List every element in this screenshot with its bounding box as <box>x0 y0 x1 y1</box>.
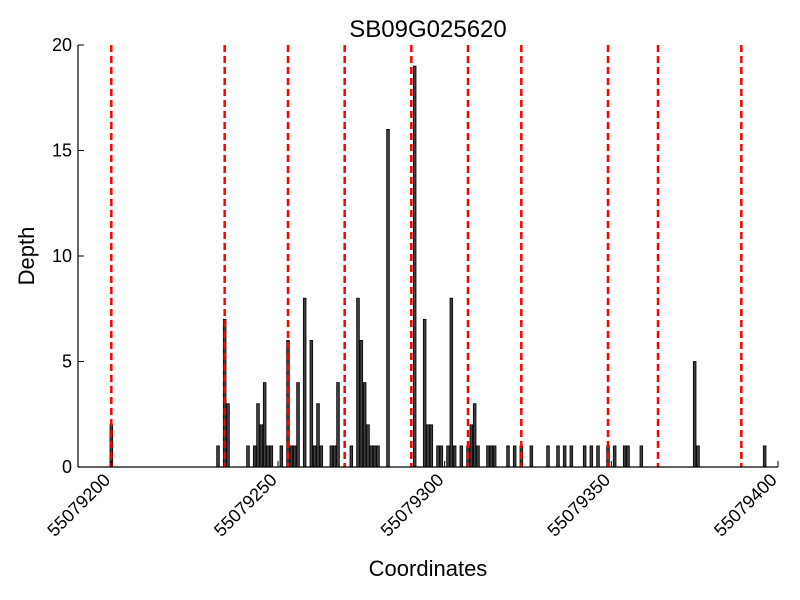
axes-layer <box>77 45 778 468</box>
depth-bar <box>562 445 567 468</box>
depth-bar <box>266 445 270 468</box>
depth-bar <box>476 445 480 468</box>
depth-bar <box>489 445 494 468</box>
depth-bar <box>332 445 337 468</box>
depth-bar <box>446 445 450 468</box>
y-tick-label: 0 <box>62 457 72 477</box>
depth-bar <box>312 445 317 468</box>
depth-bar <box>459 445 464 468</box>
depth-bar <box>302 297 307 468</box>
depth-bar <box>309 339 314 468</box>
depth-bar <box>589 445 594 468</box>
depth-bar <box>329 445 334 468</box>
depth-bar <box>366 424 370 468</box>
depth-bar <box>596 445 600 468</box>
depth-bar <box>582 445 587 468</box>
depth-bar <box>422 318 427 468</box>
depth-bar <box>216 445 220 468</box>
depth-bar <box>546 445 550 468</box>
depth-bar <box>362 382 367 468</box>
vlines-layer <box>110 45 743 467</box>
depth-bar <box>556 445 560 468</box>
depth-bar <box>376 445 380 468</box>
depth-bar <box>692 361 697 468</box>
depth-bar <box>486 445 490 468</box>
depth-bar <box>626 445 630 468</box>
depth-bar <box>252 445 257 468</box>
depth-bar <box>246 445 250 468</box>
depth-bar <box>319 445 324 468</box>
depth-bar <box>359 339 364 468</box>
depth-bar <box>412 65 417 468</box>
depth-bar <box>296 382 300 468</box>
depth-bar <box>612 445 617 468</box>
bars-layer <box>109 65 767 468</box>
depth-bar <box>386 128 390 468</box>
depth-bar <box>349 445 354 468</box>
depth-bar <box>472 403 477 468</box>
depth-bar <box>439 445 444 468</box>
x-ticks-layer: 55079200 55079250 55079300 55079350 55079400 <box>43 461 781 541</box>
x-tick-label: 55079400 <box>710 470 781 541</box>
depth-bar <box>622 445 627 468</box>
depth-bar <box>452 445 457 468</box>
x-axis-label: Coordinates <box>369 556 488 581</box>
depth-bar <box>226 403 230 468</box>
depth-bar <box>289 445 294 468</box>
depth-bar <box>256 403 260 468</box>
depth-bar <box>262 382 267 468</box>
x-tick-label: 55079200 <box>43 470 114 541</box>
depth-bar <box>372 445 377 468</box>
depth-bar <box>762 445 767 468</box>
depth-bar <box>639 445 644 468</box>
depth-bar <box>569 445 574 468</box>
depth-bar <box>369 445 374 468</box>
x-tick-label: 55079350 <box>543 470 614 541</box>
depth-bar <box>316 403 320 468</box>
depth-bar <box>436 445 440 468</box>
depth-bar <box>449 297 454 468</box>
depth-bar <box>336 382 340 468</box>
depth-bar <box>269 445 274 468</box>
x-tick-label: 55079250 <box>210 470 281 541</box>
depth-bar <box>512 445 517 468</box>
x-tick-label: 55079300 <box>377 470 448 541</box>
depth-bar <box>429 424 434 468</box>
depth-bar <box>492 445 497 468</box>
depth-bar <box>426 424 430 468</box>
y-tick-label: 10 <box>52 246 72 266</box>
y-tick-label: 20 <box>52 35 72 55</box>
depth-bar <box>279 445 284 468</box>
depth-bar <box>506 445 510 468</box>
depth-bar <box>696 445 700 468</box>
y-tick-label: 5 <box>62 352 72 372</box>
depth-bar <box>356 297 360 468</box>
depth-bar <box>529 445 534 468</box>
y-axis-label: Depth <box>14 227 39 286</box>
y-tick-label: 15 <box>52 141 72 161</box>
y-ticks-layer: 0 5 10 15 20 <box>52 35 84 477</box>
depth-bar <box>292 445 297 468</box>
chart-title: SB09G025620 <box>349 16 506 43</box>
depth-bar <box>259 424 264 468</box>
depth-bar <box>469 424 474 468</box>
